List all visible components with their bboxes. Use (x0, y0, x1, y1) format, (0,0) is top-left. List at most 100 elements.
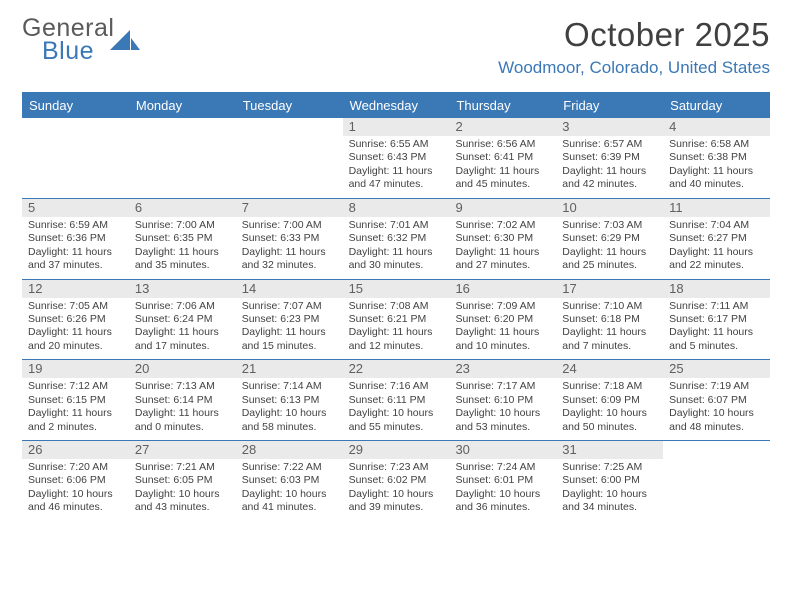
header: General Blue October 2025 Woodmoor, Colo… (22, 16, 770, 78)
day-info: Sunrise: 7:18 AMSunset: 6:09 PMDaylight:… (562, 380, 657, 434)
sunset-text: Sunset: 6:03 PM (242, 474, 337, 487)
title-block: October 2025 Woodmoor, Colorado, United … (498, 16, 770, 78)
sunrise-text: Sunrise: 7:04 AM (669, 219, 764, 232)
day-cell: 27Sunrise: 7:21 AMSunset: 6:05 PMDayligh… (129, 441, 236, 521)
daylight-text: Daylight: 11 hours and 27 minutes. (455, 246, 550, 273)
week-row: 26Sunrise: 7:20 AMSunset: 6:06 PMDayligh… (22, 441, 770, 521)
day-cell: 3 Sunrise: 6:57 AMSunset: 6:39 PMDaylight… (556, 118, 663, 198)
daylight-text: Daylight: 10 hours and 55 minutes. (349, 407, 444, 434)
sunrise-text: Sunrise: 7:20 AM (28, 461, 123, 474)
day-number: 28 (236, 441, 343, 459)
week-row: 12Sunrise: 7:05 AMSunset: 6:26 PMDayligh… (22, 280, 770, 361)
daylight-text: Daylight: 11 hours and 15 minutes. (242, 326, 337, 353)
sunset-text: Sunset: 6:11 PM (349, 394, 444, 407)
daylight-text: Daylight: 11 hours and 10 minutes. (455, 326, 550, 353)
day-number: 3 (556, 118, 663, 136)
sunrise-text: Sunrise: 7:01 AM (349, 219, 444, 232)
day-info: Sunrise: 7:02 AMSunset: 6:30 PMDaylight:… (455, 219, 550, 273)
day-info: Sunrise: 7:12 AMSunset: 6:15 PMDaylight:… (28, 380, 123, 434)
day-info: Sunrise: 6:56 AMSunset: 6:41 PMDaylight:… (455, 138, 550, 192)
day-number: 7 (236, 199, 343, 217)
day-info: Sunrise: 7:23 AMSunset: 6:02 PMDaylight:… (349, 461, 444, 515)
weekday-header: Friday (556, 94, 663, 118)
day-number: 6 (129, 199, 236, 217)
sunrise-text: Sunrise: 7:08 AM (349, 300, 444, 313)
day-number: 23 (449, 360, 556, 378)
daylight-text: Daylight: 11 hours and 42 minutes. (562, 165, 657, 192)
empty-day-cell (22, 118, 129, 198)
day-cell: 28Sunrise: 7:22 AMSunset: 6:03 PMDayligh… (236, 441, 343, 521)
sunrise-text: Sunrise: 7:07 AM (242, 300, 337, 313)
day-cell: 18Sunrise: 7:11 AMSunset: 6:17 PMDayligh… (663, 280, 770, 360)
sunset-text: Sunset: 6:41 PM (455, 151, 550, 164)
sunset-text: Sunset: 6:23 PM (242, 313, 337, 326)
day-cell: 23 Sunrise: 7:17 AMSunset: 6:10 PMDayligh… (449, 360, 556, 440)
day-number: 15 (343, 280, 450, 298)
calendar-page: General Blue October 2025 Woodmoor, Colo… (0, 0, 792, 543)
day-cell: 12Sunrise: 7:05 AMSunset: 6:26 PMDayligh… (22, 280, 129, 360)
day-cell: 30 Sunrise: 7:24 AMSunset: 6:01 PMDayligh… (449, 441, 556, 521)
day-number: 1 (343, 118, 450, 136)
day-number: 4 (663, 118, 770, 136)
sunrise-text: Sunrise: 7:13 AM (135, 380, 230, 393)
day-info: Sunrise: 7:06 AMSunset: 6:24 PMDaylight:… (135, 300, 230, 354)
day-info: Sunrise: 7:01 AMSunset: 6:32 PMDaylight:… (349, 219, 444, 273)
day-number: 20 (129, 360, 236, 378)
daylight-text: Daylight: 11 hours and 12 minutes. (349, 326, 444, 353)
day-number: 31 (556, 441, 663, 459)
daylight-text: Daylight: 11 hours and 5 minutes. (669, 326, 764, 353)
day-number: 22 (343, 360, 450, 378)
daylight-text: Daylight: 10 hours and 58 minutes. (242, 407, 337, 434)
day-number: 11 (663, 199, 770, 217)
empty-day-cell (236, 118, 343, 198)
sunrise-text: Sunrise: 7:05 AM (28, 300, 123, 313)
sunrise-text: Sunrise: 6:58 AM (669, 138, 764, 151)
sunset-text: Sunset: 6:14 PM (135, 394, 230, 407)
day-cell: 21Sunrise: 7:14 AMSunset: 6:13 PMDayligh… (236, 360, 343, 440)
day-info: Sunrise: 7:04 AMSunset: 6:27 PMDaylight:… (669, 219, 764, 273)
empty-day-cell (129, 118, 236, 198)
day-cell: 13Sunrise: 7:06 AMSunset: 6:24 PMDayligh… (129, 280, 236, 360)
daylight-text: Daylight: 11 hours and 35 minutes. (135, 246, 230, 273)
day-number: 5 (22, 199, 129, 217)
day-info: Sunrise: 7:19 AMSunset: 6:07 PMDaylight:… (669, 380, 764, 434)
day-cell: 1Sunrise: 6:55 AMSunset: 6:43 PMDaylight… (343, 118, 450, 198)
daylight-text: Daylight: 11 hours and 37 minutes. (28, 246, 123, 273)
sunset-text: Sunset: 6:18 PM (562, 313, 657, 326)
day-info: Sunrise: 7:10 AMSunset: 6:18 PMDaylight:… (562, 300, 657, 354)
day-cell: 7Sunrise: 7:00 AMSunset: 6:33 PMDaylight… (236, 199, 343, 279)
day-info: Sunrise: 7:14 AMSunset: 6:13 PMDaylight:… (242, 380, 337, 434)
sunset-text: Sunset: 6:24 PM (135, 313, 230, 326)
daylight-text: Daylight: 11 hours and 30 minutes. (349, 246, 444, 273)
sunset-text: Sunset: 6:05 PM (135, 474, 230, 487)
sunset-text: Sunset: 6:26 PM (28, 313, 123, 326)
daylight-text: Daylight: 10 hours and 46 minutes. (28, 488, 123, 515)
daylight-text: Daylight: 10 hours and 48 minutes. (669, 407, 764, 434)
sunrise-text: Sunrise: 7:02 AM (455, 219, 550, 232)
day-info: Sunrise: 7:05 AMSunset: 6:26 PMDaylight:… (28, 300, 123, 354)
day-info: Sunrise: 7:08 AMSunset: 6:21 PMDaylight:… (349, 300, 444, 354)
sunrise-text: Sunrise: 7:09 AM (455, 300, 550, 313)
sunset-text: Sunset: 6:13 PM (242, 394, 337, 407)
day-info: Sunrise: 7:17 AMSunset: 6:10 PMDaylight:… (455, 380, 550, 434)
day-info: Sunrise: 7:00 AMSunset: 6:35 PMDaylight:… (135, 219, 230, 273)
daylight-text: Daylight: 10 hours and 50 minutes. (562, 407, 657, 434)
day-info: Sunrise: 7:09 AMSunset: 6:20 PMDaylight:… (455, 300, 550, 354)
sunset-text: Sunset: 6:21 PM (349, 313, 444, 326)
day-number: 16 (449, 280, 556, 298)
daylight-text: Daylight: 11 hours and 32 minutes. (242, 246, 337, 273)
sunset-text: Sunset: 6:27 PM (669, 232, 764, 245)
day-number: 19 (22, 360, 129, 378)
daylight-text: Daylight: 10 hours and 34 minutes. (562, 488, 657, 515)
daylight-text: Daylight: 11 hours and 22 minutes. (669, 246, 764, 273)
day-info: Sunrise: 6:57 AMSunset: 6:39 PMDaylight:… (562, 138, 657, 192)
sail-icon (108, 28, 142, 56)
sunrise-text: Sunrise: 7:17 AM (455, 380, 550, 393)
location-text: Woodmoor, Colorado, United States (498, 58, 770, 78)
day-info: Sunrise: 7:24 AMSunset: 6:01 PMDaylight:… (455, 461, 550, 515)
sunset-text: Sunset: 6:07 PM (669, 394, 764, 407)
day-number: 30 (449, 441, 556, 459)
day-cell: 17Sunrise: 7:10 AMSunset: 6:18 PMDayligh… (556, 280, 663, 360)
daylight-text: Daylight: 10 hours and 53 minutes. (455, 407, 550, 434)
day-cell: 25Sunrise: 7:19 AMSunset: 6:07 PMDayligh… (663, 360, 770, 440)
